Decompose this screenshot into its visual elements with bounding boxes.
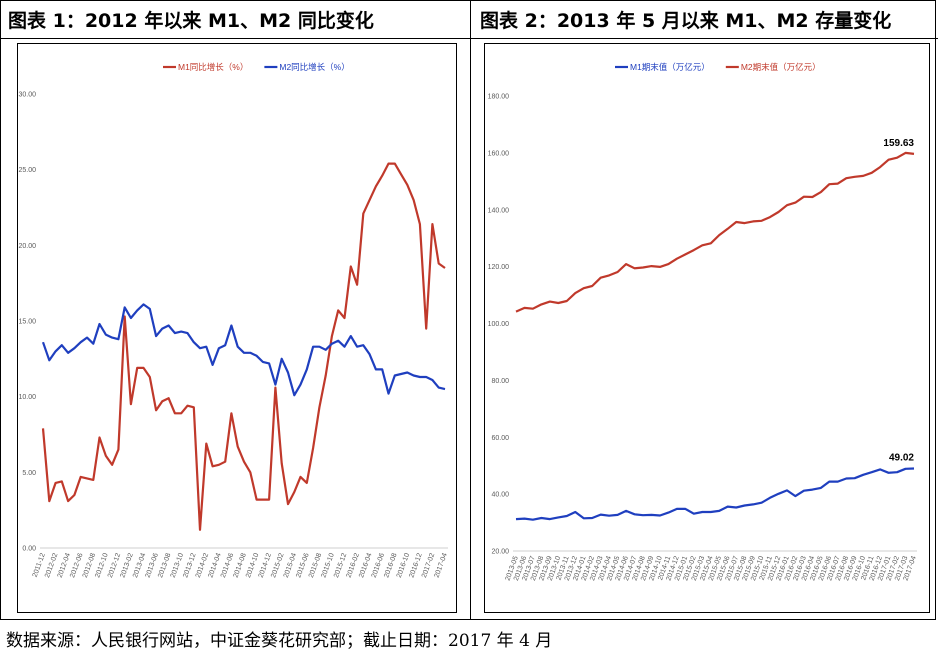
y-tick-label: 15.00 [18, 319, 36, 326]
y-tick-label: 180.00 [488, 94, 510, 101]
legend-label-1: M1同比增长（%） [178, 62, 248, 72]
title-divider [0, 38, 938, 39]
y-tick-label: 0.00 [22, 546, 36, 553]
y-tick-label: 20.00 [491, 549, 509, 556]
y-tick-label: 80.00 [491, 378, 509, 385]
figure-frame [0, 0, 936, 620]
panel1-title: 图表 1：2012 年以来 M1、M2 同比变化 [8, 10, 374, 32]
chart2-box: 20.00 40.00 60.00 80.00 100.00 120.00 140.00 16… [484, 43, 930, 613]
chart2-svg: 20.00 40.00 60.00 80.00 100.00 120.00 140.00 16… [488, 62, 918, 582]
legend-label-2: M2期末值（万亿元） [741, 62, 821, 72]
y-tick-label: 60.00 [491, 435, 509, 442]
legend-label-1: M1期末值（万亿元） [630, 62, 710, 72]
panel2-title: 图表 2：2013 年 5 月以来 M1、M2 存量变化 [480, 10, 892, 32]
y-tick-label: 5.00 [22, 470, 36, 477]
y-tick-label: 10.00 [18, 394, 36, 401]
y-tick-label: 25.00 [18, 167, 36, 174]
chart1-svg: 0.005.0010.0015.0020.0025.0030.002011-12… [18, 62, 449, 579]
series-line-2 [515, 151, 915, 313]
y-tick-label: 100.00 [488, 321, 510, 328]
y-tick-label: 20.00 [18, 243, 36, 250]
y-tick-label: 140.00 [488, 207, 510, 214]
y-tick-label: 160.00 [488, 150, 510, 157]
chart1-box: 0.00 5.00 10.00 15.00 20.00 25.00 30.00 2011-12… [17, 43, 457, 613]
legend-label-2: M2同比增长（%） [279, 62, 349, 72]
x-tick-label: 2017-04 [434, 552, 449, 579]
end-value-label: 49.02 [889, 452, 914, 463]
series-line-2 [41, 303, 446, 397]
y-tick-label: 40.00 [491, 492, 509, 499]
series-line-1 [515, 467, 915, 521]
panel-divider [470, 0, 471, 620]
end-value-label: 159.63 [883, 138, 914, 149]
y-tick-label: 120.00 [488, 264, 510, 271]
y-tick-label: 30.00 [18, 92, 36, 99]
source-note: 数据来源：人民银行网站，中证金葵花研究部；截止日期：2017 年 4 月 [6, 631, 553, 651]
series-line-1 [41, 162, 446, 531]
